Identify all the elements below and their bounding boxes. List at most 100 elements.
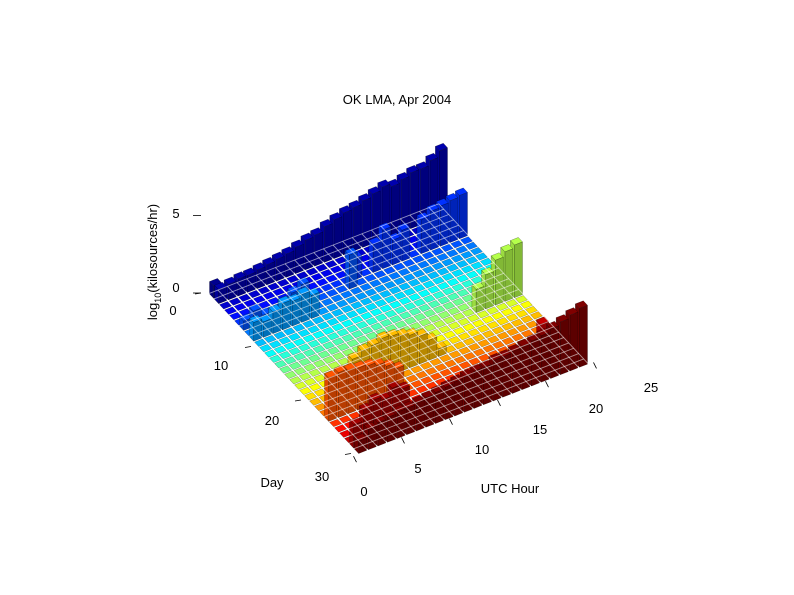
z-axis-label-sub: 10 [153,293,163,303]
bar-top [448,350,462,359]
bar-top [259,344,273,353]
bar-front [285,250,295,278]
bar-top [278,336,292,345]
bar-top [520,315,534,324]
bar-top [451,269,465,278]
bar-front [430,208,439,251]
bar-top [474,252,488,261]
bar-top [307,339,321,348]
bar-top [349,286,363,295]
grid-line [303,305,534,396]
bar-top [321,312,335,321]
bar-top [456,274,470,283]
bar-top [335,285,349,294]
bar-front [253,319,262,342]
bar-front [276,256,285,282]
y-tick-label: 10 [214,358,228,373]
bar-top [368,279,382,288]
bar-top [501,336,515,346]
bar-front [272,308,282,334]
bar-top [446,263,460,272]
grid-line [263,262,494,354]
grid-line [328,331,559,423]
grid-line [333,337,564,428]
bar-top [276,278,290,287]
grid-line [218,214,449,305]
bar-top [470,261,484,270]
bar-top [446,292,460,301]
bar-top [422,280,436,289]
grid-line [228,224,459,316]
bar-top [388,300,402,309]
bar-top [267,282,281,291]
bar-top [467,342,481,352]
y-tick-label: 0 [169,303,176,318]
x-axis-label: UTC Hour [481,481,540,496]
bar-top [426,256,440,265]
bar-top [302,319,316,329]
bar-top [458,346,472,355]
bar-front [247,272,256,293]
bar-top [303,377,317,386]
bar-top [466,313,480,323]
bar-top [456,303,470,312]
bar-top [452,312,466,321]
grid-line [273,272,504,364]
bar-top [257,300,271,309]
bar-top [460,250,474,259]
bar-top [363,273,377,283]
bar-top [360,326,374,335]
bar-top [326,332,340,341]
bar-top [467,328,481,337]
bar-top [336,328,350,337]
bar-top [389,315,403,324]
bar-top [379,318,393,327]
bar-top [431,262,445,271]
bar-top [336,342,350,352]
z-axis-label: log10(kilosources/hr) [145,204,163,320]
bar-top [398,296,412,306]
bar-top [471,319,485,328]
bar-top [417,289,431,298]
bar-top [384,324,398,333]
bar-top [413,298,427,307]
bar-top [327,346,341,355]
bar-top [436,252,450,262]
z-tick-label: 5 [172,206,179,221]
grid-line [288,288,519,380]
bar-top [310,272,324,281]
bar-top [273,331,287,340]
grid-line [358,363,589,455]
bar-top [418,318,432,327]
z-axis-label-log: log [145,303,160,320]
bar-layer [207,142,590,455]
bar-top [476,310,490,319]
bar-top [331,337,345,346]
bar-top [462,323,476,332]
bar-top [315,263,329,272]
bar-top [350,315,364,324]
bar-top [268,340,282,349]
bar-top [324,259,338,269]
tick-mark [593,362,597,369]
bar-top [412,284,426,293]
bar-top [317,350,331,359]
bar-top [438,354,452,363]
bar-top [264,349,278,358]
bar-top [354,292,368,301]
bar-top [416,260,430,269]
bar-top [469,247,483,256]
bar-top [322,341,336,350]
grid-line [243,240,474,332]
bar-top [511,333,525,342]
bar-top [462,337,476,346]
tick-mark [401,437,405,444]
grid-line [313,315,544,407]
z-axis-label-rest: (kilosources/hr) [145,204,160,293]
bar-top [486,335,500,344]
bar-front [579,305,588,368]
bar-top [447,307,461,316]
bar-side [324,373,329,423]
bar-top [308,368,322,377]
bar-top [403,316,417,325]
